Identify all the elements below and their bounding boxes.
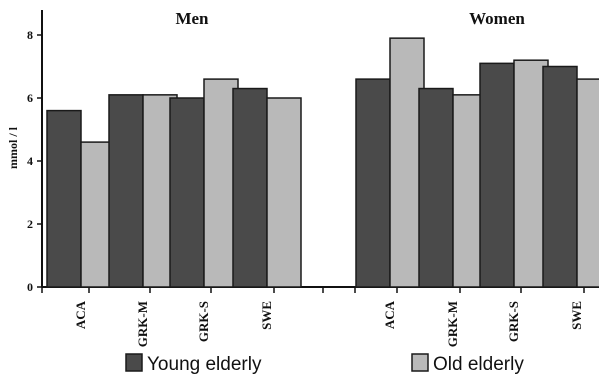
bar-young-elderly-men-grk-s	[169, 97, 205, 288]
category-label: GRK-M	[135, 301, 150, 347]
legend-label-old-elderly: Old elderly	[433, 354, 524, 375]
y-tick-label: 0	[27, 280, 33, 294]
y-tick-label: 6	[27, 91, 33, 105]
bar-young-elderly-men-aca	[46, 109, 82, 288]
category-label: GRK-M	[445, 301, 460, 347]
bar-young-elderly-women-swe	[542, 65, 578, 288]
bars	[46, 37, 599, 288]
bar-old-elderly-men-swe	[266, 97, 302, 288]
bar-young-elderly-women-grk-s	[479, 62, 515, 288]
legend: Young elderly Old elderly	[125, 353, 524, 375]
category-label: SWE	[569, 301, 584, 330]
bar-young-elderly-men-swe	[232, 87, 268, 288]
panel-title-men: Men	[175, 9, 209, 28]
category-label: GRK-S	[506, 301, 521, 342]
category-label: ACA	[73, 300, 88, 329]
legend-swatch-old-elderly	[411, 353, 429, 372]
y-tick-label: 2	[27, 217, 33, 231]
y-axis-label: mmol / l	[6, 126, 20, 169]
legend-swatch-young-elderly	[125, 353, 143, 372]
y-tick-label: 8	[27, 28, 33, 42]
bar-young-elderly-women-grk-m	[418, 87, 454, 288]
bar-young-elderly-women-aca	[355, 78, 391, 288]
y-tick-label: 4	[27, 154, 33, 168]
category-label: GRK-S	[196, 301, 211, 342]
bar-old-elderly-women-swe	[576, 78, 599, 288]
category-label: ACA	[382, 300, 397, 329]
bar-young-elderly-men-grk-m	[108, 94, 144, 288]
labels: 0 2 4 6 8 mmol / l ACA GRK-M GRK-S SWE ACA GRK-M GRK…	[6, 9, 584, 347]
category-label: SWE	[259, 301, 274, 330]
legend-label-young-elderly: Young elderly	[147, 354, 262, 375]
panel-title-women: Women	[469, 9, 525, 28]
